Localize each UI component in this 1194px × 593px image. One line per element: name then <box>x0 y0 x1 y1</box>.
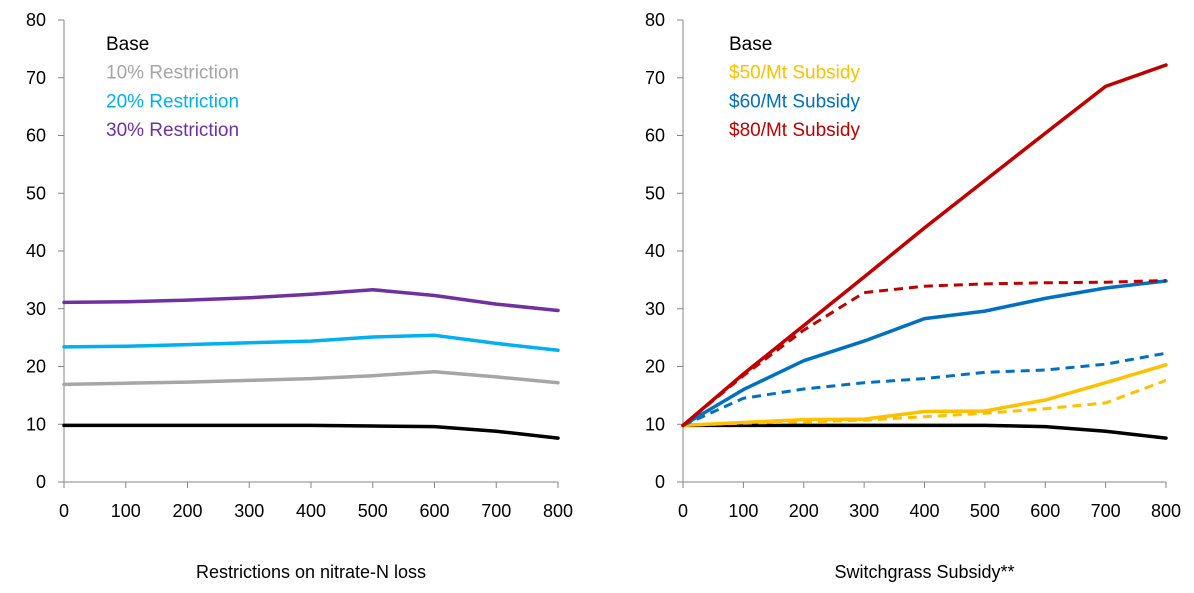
x-tick-label: 700 <box>481 501 511 521</box>
x-tick-label: 800 <box>543 501 573 521</box>
legend-entry: 20% Restriction <box>106 91 239 112</box>
y-tick-label: 50 <box>645 183 665 203</box>
y-tick-label: 80 <box>26 10 46 30</box>
y-axis: 0 10 20 30 40 50 60 70 80 <box>645 10 684 492</box>
series-line-2 <box>62 333 560 353</box>
x-tick-label: 0 <box>678 501 688 521</box>
x-axis-label: Switchgrass Subsidy** <box>834 562 1014 582</box>
y-tick-label: 70 <box>645 68 665 88</box>
series-line-2-dashed <box>682 378 1167 427</box>
series-layer <box>62 287 560 440</box>
y-tick-label: 20 <box>645 357 665 377</box>
y-tick-label: 50 <box>26 183 46 203</box>
legend-entry: $60/Mt Subsidy <box>729 91 860 112</box>
y-tick-label: 20 <box>26 357 46 377</box>
legend-entry: $50/Mt Subsidy <box>729 63 860 84</box>
y-tick-label: 10 <box>26 414 46 434</box>
series-line-4-dashed <box>682 351 1167 427</box>
chart-nitrate-restrictions: 0 10 20 30 40 50 60 70 80 0 100 200 300 400 500 600 700… <box>26 10 573 582</box>
series-line-5 <box>681 63 1168 428</box>
x-tick-label: 800 <box>1151 501 1181 521</box>
series-line-3 <box>62 287 560 313</box>
y-tick-label: 30 <box>645 299 665 319</box>
x-tick-label: 600 <box>1030 501 1060 521</box>
x-tick-label: 500 <box>970 501 1000 521</box>
legend: Base 10% Restriction 20% Restriction 30% Re… <box>106 34 239 141</box>
series-line-0 <box>62 423 560 440</box>
y-tick-label: 40 <box>26 241 46 261</box>
y-tick-label: 0 <box>655 472 665 492</box>
series-line-6-dashed <box>682 279 1167 427</box>
chart-switchgrass-subsidy: 0 10 20 30 40 50 60 70 80 0 100 200 300 400 500 600 700… <box>645 10 1181 582</box>
legend-entry: 30% Restriction <box>106 120 239 141</box>
y-tick-label: 60 <box>645 126 665 146</box>
x-tick-label: 100 <box>111 501 141 521</box>
legend-entry: Base <box>729 34 772 55</box>
x-tick-label: 200 <box>789 501 819 521</box>
legend-entry: Base <box>106 34 149 55</box>
x-tick-label: 600 <box>419 501 449 521</box>
x-axis: 0 100 200 300 400 500 600 700 800 <box>678 481 1181 521</box>
y-tick-label: 60 <box>26 126 46 146</box>
legend-entry: $80/Mt Subsidy <box>729 120 860 141</box>
y-axis: 0 10 20 30 40 50 60 70 80 <box>26 10 65 492</box>
x-tick-label: 400 <box>909 501 939 521</box>
x-tick-label: 0 <box>59 501 69 521</box>
series-line-1 <box>62 369 560 387</box>
y-tick-label: 30 <box>26 299 46 319</box>
x-tick-label: 300 <box>849 501 879 521</box>
y-tick-label: 70 <box>26 68 46 88</box>
y-tick-label: 40 <box>645 241 665 261</box>
legend: Base $50/Mt Subsidy $60/Mt Subsidy $80/Mt S… <box>729 34 860 141</box>
series-line-0 <box>681 423 1168 440</box>
legend-entry: 10% Restriction <box>106 63 239 84</box>
x-tick-label: 200 <box>172 501 202 521</box>
series-layer <box>681 63 1168 440</box>
y-tick-label: 10 <box>645 414 665 434</box>
x-tick-label: 300 <box>234 501 264 521</box>
x-tick-label: 100 <box>728 501 758 521</box>
y-tick-label: 0 <box>36 472 46 492</box>
x-tick-label: 400 <box>296 501 326 521</box>
y-tick-label: 80 <box>645 10 665 30</box>
series-line-3 <box>681 279 1168 428</box>
x-tick-label: 500 <box>358 501 388 521</box>
x-axis: 0 100 200 300 400 500 600 700 800 <box>59 481 573 521</box>
x-tick-label: 700 <box>1091 501 1121 521</box>
x-axis-label: Restrictions on nitrate-N loss <box>196 562 426 582</box>
